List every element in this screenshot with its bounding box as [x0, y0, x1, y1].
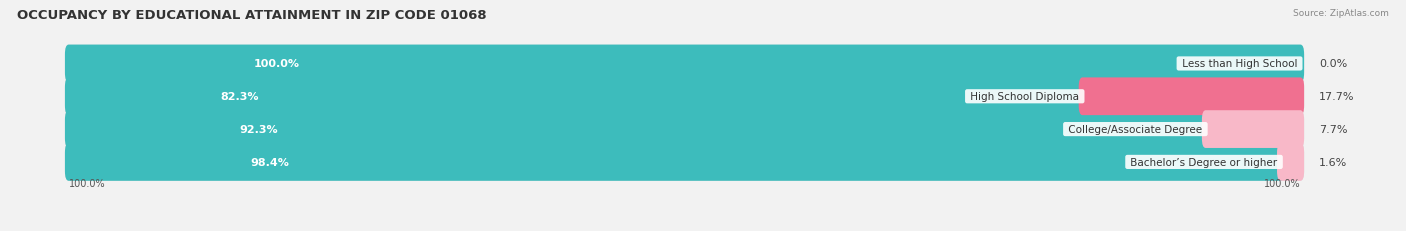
FancyBboxPatch shape — [65, 45, 1305, 83]
Text: Bachelor’s Degree or higher: Bachelor’s Degree or higher — [1128, 157, 1281, 167]
Text: 82.3%: 82.3% — [221, 92, 259, 102]
Text: College/Associate Degree: College/Associate Degree — [1066, 125, 1205, 134]
Text: Less than High School: Less than High School — [1178, 59, 1301, 69]
Text: High School Diploma: High School Diploma — [967, 92, 1083, 102]
Text: 1.6%: 1.6% — [1319, 157, 1347, 167]
Text: 100.0%: 100.0% — [69, 179, 105, 188]
FancyBboxPatch shape — [65, 111, 1305, 148]
FancyBboxPatch shape — [1202, 111, 1305, 148]
FancyBboxPatch shape — [65, 78, 1085, 116]
Text: OCCUPANCY BY EDUCATIONAL ATTAINMENT IN ZIP CODE 01068: OCCUPANCY BY EDUCATIONAL ATTAINMENT IN Z… — [17, 9, 486, 22]
FancyBboxPatch shape — [65, 143, 1305, 181]
Text: 7.7%: 7.7% — [1319, 125, 1347, 134]
FancyBboxPatch shape — [65, 45, 1305, 83]
FancyBboxPatch shape — [65, 143, 1285, 181]
Text: 98.4%: 98.4% — [250, 157, 290, 167]
Text: 92.3%: 92.3% — [239, 125, 278, 134]
FancyBboxPatch shape — [65, 78, 1305, 116]
Text: 17.7%: 17.7% — [1319, 92, 1354, 102]
Text: 100.0%: 100.0% — [253, 59, 299, 69]
FancyBboxPatch shape — [1078, 78, 1305, 116]
FancyBboxPatch shape — [1277, 143, 1305, 181]
Text: 0.0%: 0.0% — [1319, 59, 1347, 69]
Text: Source: ZipAtlas.com: Source: ZipAtlas.com — [1294, 9, 1389, 18]
Text: 100.0%: 100.0% — [1264, 179, 1301, 188]
FancyBboxPatch shape — [65, 111, 1209, 148]
